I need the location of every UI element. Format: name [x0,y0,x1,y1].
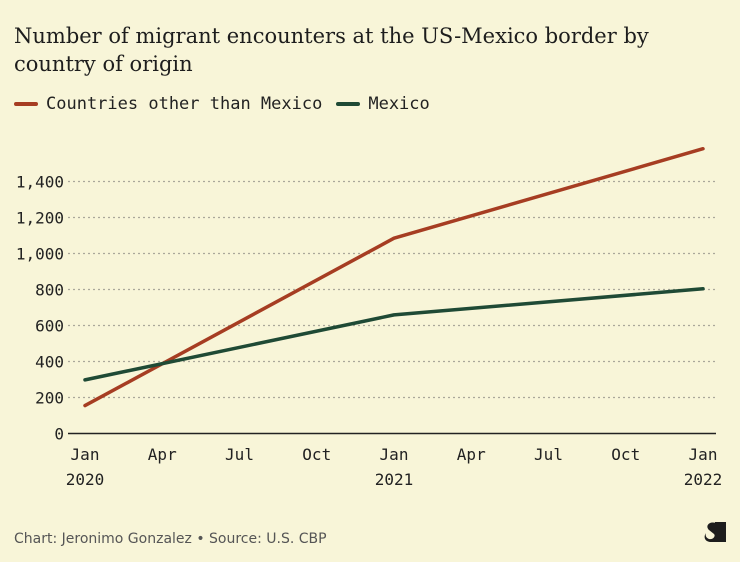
y-tick-label: 1,400 [16,173,64,192]
x-tick-label: Jul [534,445,563,464]
legend-item-other: Countries other than Mexico [14,94,322,114]
y-tick-label: 1,200 [16,209,64,228]
x-tick-label: Jan [380,445,409,464]
x-tick-label: Jan [689,445,718,464]
x-tick-label: Oct [611,445,640,464]
y-tick-label: 200 [35,389,64,408]
x-tick-label: Apr [457,445,486,464]
y-tick-label: 600 [35,317,64,336]
x-tick-label: Oct [302,445,331,464]
x-tick-label: Apr [148,445,177,464]
y-tick-label: 800 [35,281,64,300]
y-tick-label: 1,000 [16,245,64,264]
legend-item-mexico: Mexico [336,94,430,114]
series-line-0 [83,146,705,408]
legend-label: Countries other than Mexico [46,94,323,114]
legend-swatch [336,102,361,106]
x-tick-year: 2022 [684,470,723,489]
legend-label: Mexico [368,94,430,114]
x-tick-year: 2021 [375,470,414,489]
y-tick-label: 0 [54,425,64,444]
publisher-logo-icon [704,522,726,542]
chart-title: Number of migrant encounters at the US-M… [14,24,649,76]
legend-swatch [14,102,38,106]
x-tick-label: Jul [225,445,254,464]
legend: Countries other than Mexico Mexico [14,94,430,114]
footer-credit: Chart: Jeronimo Gonzalez • Source: U.S. … [14,531,327,547]
x-tick-year: 2020 [66,470,105,489]
y-tick-label: 400 [35,353,64,372]
series-line-1 [83,287,705,382]
x-tick-label: Jan [71,445,100,464]
